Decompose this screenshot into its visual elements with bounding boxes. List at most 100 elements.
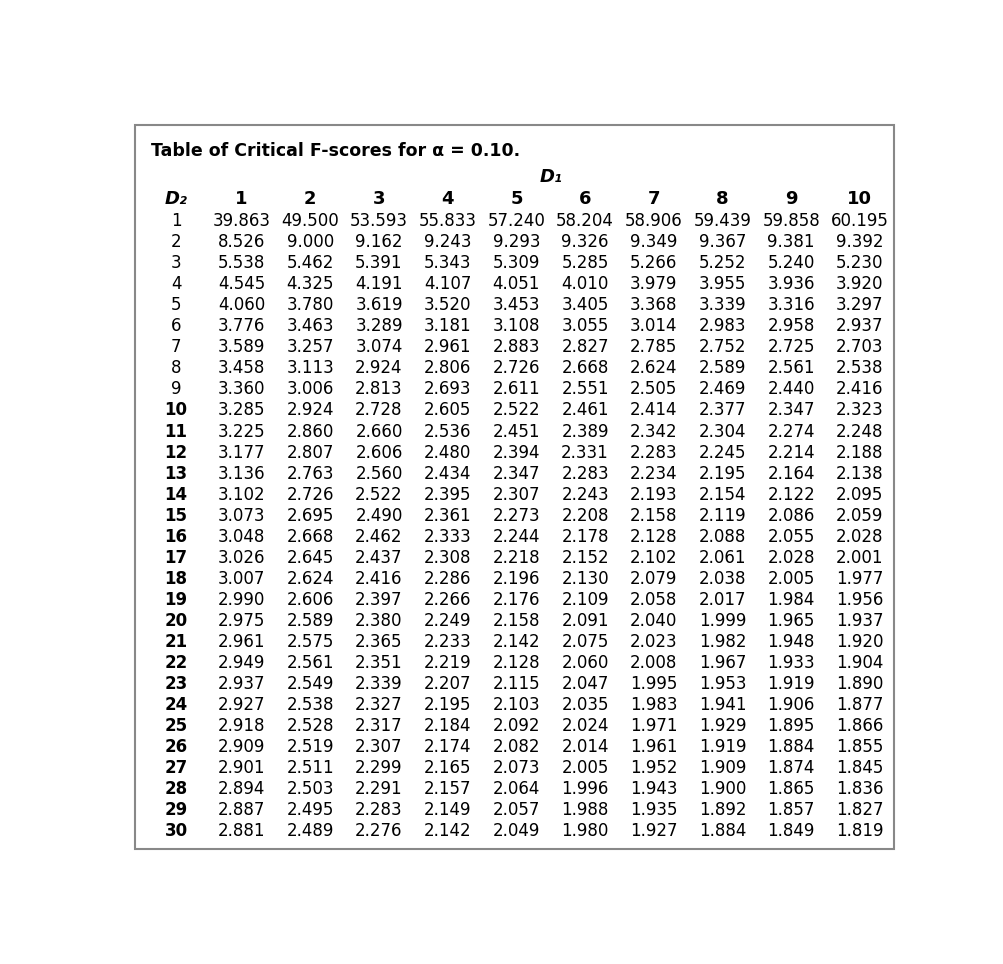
Text: 2.142: 2.142	[423, 822, 471, 840]
Text: 5.266: 5.266	[630, 254, 677, 272]
Text: 2.365: 2.365	[355, 632, 402, 651]
Text: 1.988: 1.988	[561, 801, 608, 819]
Text: 1.919: 1.919	[766, 675, 814, 693]
Text: 2.005: 2.005	[561, 759, 608, 777]
FancyBboxPatch shape	[134, 124, 894, 849]
Text: 1.900: 1.900	[698, 780, 745, 798]
Text: 2.109: 2.109	[561, 591, 608, 609]
Text: 12: 12	[164, 443, 188, 462]
Text: 1.929: 1.929	[698, 717, 745, 735]
Text: 2.266: 2.266	[423, 591, 471, 609]
Text: 2.462: 2.462	[355, 527, 402, 546]
Text: 2.918: 2.918	[218, 717, 265, 735]
Text: 1.952: 1.952	[630, 759, 677, 777]
Text: 3.113: 3.113	[286, 360, 334, 378]
Text: 2.195: 2.195	[423, 696, 471, 714]
Text: 5.538: 5.538	[218, 254, 265, 272]
Text: 4: 4	[441, 190, 453, 208]
Text: 2.317: 2.317	[355, 717, 402, 735]
Text: 2.937: 2.937	[218, 675, 265, 693]
Text: 7: 7	[171, 338, 182, 357]
Text: 1.866: 1.866	[835, 717, 883, 735]
Text: 2.219: 2.219	[423, 654, 471, 672]
Text: 2.589: 2.589	[698, 360, 745, 378]
Text: D₁: D₁	[539, 168, 562, 186]
Text: 2.064: 2.064	[492, 780, 540, 798]
Text: 2.693: 2.693	[423, 381, 471, 398]
Text: 1.965: 1.965	[766, 612, 814, 629]
Text: 3.405: 3.405	[561, 296, 608, 314]
Text: 2.058: 2.058	[630, 591, 677, 609]
Text: 6: 6	[171, 317, 182, 335]
Text: 24: 24	[164, 696, 188, 714]
Text: 2.086: 2.086	[766, 507, 814, 524]
Text: 2.927: 2.927	[218, 696, 265, 714]
Text: 1.999: 1.999	[698, 612, 745, 629]
Text: 2.924: 2.924	[286, 401, 334, 419]
Text: 3.463: 3.463	[286, 317, 334, 335]
Text: 5: 5	[510, 190, 523, 208]
Text: 4.010: 4.010	[561, 276, 608, 293]
Text: 2.538: 2.538	[835, 360, 883, 378]
Text: 3.360: 3.360	[218, 381, 265, 398]
Text: 39.863: 39.863	[213, 212, 270, 230]
Text: 2.244: 2.244	[492, 527, 540, 546]
Text: 1.827: 1.827	[835, 801, 883, 819]
Text: 3.920: 3.920	[835, 276, 883, 293]
Text: 2.860: 2.860	[286, 422, 334, 441]
Text: 2.193: 2.193	[629, 486, 677, 503]
Text: 3.074: 3.074	[355, 338, 402, 357]
Text: 3.108: 3.108	[492, 317, 540, 335]
Text: 3.014: 3.014	[630, 317, 677, 335]
Text: 4.060: 4.060	[218, 296, 265, 314]
Text: 2.611: 2.611	[492, 381, 540, 398]
Text: 1.919: 1.919	[698, 738, 745, 756]
Text: 2.949: 2.949	[218, 654, 265, 672]
Text: 1.971: 1.971	[630, 717, 677, 735]
Text: 2.549: 2.549	[286, 675, 334, 693]
Text: 7: 7	[647, 190, 659, 208]
Text: 9: 9	[784, 190, 796, 208]
Text: 2.551: 2.551	[561, 381, 608, 398]
Text: 2.248: 2.248	[835, 422, 883, 441]
Text: 2.668: 2.668	[561, 360, 608, 378]
Text: 3.619: 3.619	[355, 296, 402, 314]
Text: 1.983: 1.983	[630, 696, 677, 714]
Text: 4.107: 4.107	[423, 276, 470, 293]
Text: 2.273: 2.273	[492, 507, 540, 524]
Text: 2.561: 2.561	[766, 360, 814, 378]
Text: 3.339: 3.339	[698, 296, 745, 314]
Text: 1.977: 1.977	[835, 570, 883, 588]
Text: 2.286: 2.286	[423, 570, 471, 588]
Text: 2.149: 2.149	[423, 801, 471, 819]
Text: D₂: D₂	[164, 190, 188, 208]
Text: 2.299: 2.299	[355, 759, 402, 777]
Text: 2.881: 2.881	[218, 822, 265, 840]
Text: 2.164: 2.164	[766, 465, 814, 483]
Text: 1.996: 1.996	[561, 780, 608, 798]
Text: 2.283: 2.283	[355, 801, 402, 819]
Text: 1.995: 1.995	[630, 675, 677, 693]
Text: 25: 25	[164, 717, 188, 735]
Text: 2.937: 2.937	[835, 317, 883, 335]
Text: 2.095: 2.095	[835, 486, 883, 503]
Text: 1.865: 1.865	[766, 780, 814, 798]
Text: 2.975: 2.975	[218, 612, 265, 629]
Text: 2.060: 2.060	[561, 654, 608, 672]
Text: 2.017: 2.017	[698, 591, 745, 609]
Text: 2.154: 2.154	[698, 486, 745, 503]
Text: 18: 18	[164, 570, 188, 588]
Text: 3.006: 3.006	[286, 381, 334, 398]
Text: 1.980: 1.980	[561, 822, 608, 840]
Text: 1: 1	[235, 190, 248, 208]
Text: 2.528: 2.528	[286, 717, 334, 735]
Text: 59.858: 59.858	[761, 212, 819, 230]
Text: 2.660: 2.660	[355, 422, 402, 441]
Text: 1.884: 1.884	[698, 822, 745, 840]
Text: 27: 27	[164, 759, 188, 777]
Text: 2.560: 2.560	[355, 465, 402, 483]
Text: 2.389: 2.389	[561, 422, 608, 441]
Text: 2.645: 2.645	[286, 549, 334, 567]
Text: 2.887: 2.887	[218, 801, 265, 819]
Text: 2.377: 2.377	[698, 401, 745, 419]
